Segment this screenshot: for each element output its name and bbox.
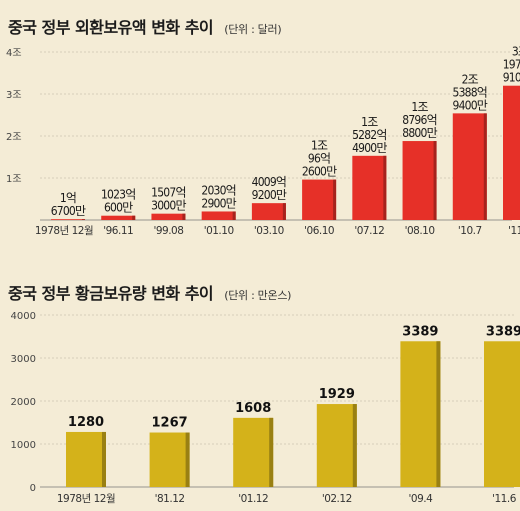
forex-category-label: '07.12 [354, 225, 384, 237]
gold-bar-shade [102, 431, 106, 487]
gold-category-label: '02.12 [322, 493, 352, 505]
forex-bar [452, 113, 487, 220]
gold-data-label: 1267 [152, 416, 188, 431]
forex-y-tick-label: 2조 [6, 132, 22, 143]
gold-y-tick-label: 4000 [11, 311, 36, 322]
gold-data-label: 3389 [402, 324, 438, 339]
forex-data-label: 2600만 [302, 165, 337, 179]
gold-bar-shade [436, 341, 441, 487]
forex-title-row: 중국 정부 외환보유액 변화 추이 (단위 : 달러) [8, 14, 282, 38]
forex-reserve-panel: 중국 정부 외환보유액 변화 추이 (단위 : 달러) 1조 2조 3조 4조 1억 67… [0, 0, 520, 255]
forex-data-label: 1조 [311, 139, 328, 153]
gold-bar [400, 341, 441, 487]
gold-data-label: 3389 [486, 324, 520, 339]
gold-category-label: '09.4 [409, 493, 434, 505]
forex-data-label: 1억 [60, 191, 76, 205]
forex-bar-shade [82, 219, 85, 220]
forex-bar-shade [433, 141, 437, 220]
forex-data-label: 600만 [104, 201, 133, 215]
gold-y-tick-label: 0 [30, 483, 36, 494]
forex-data-label: 9200만 [252, 188, 287, 202]
forex-data-label: 8800만 [402, 126, 437, 140]
forex-bar [201, 211, 236, 220]
forex-data-label: 4009억 [252, 175, 287, 189]
gold-y-tick-label: 3000 [11, 354, 36, 365]
forex-chart-title: 중국 정부 외환보유액 변화 추이 [8, 18, 214, 37]
gold-y-tick-label: 2000 [11, 397, 36, 408]
gold-data-label: 1929 [319, 387, 355, 402]
forex-y-tick-label: 3조 [6, 90, 22, 101]
gold-category-label: 1978년 12월 [57, 493, 115, 505]
forex-data-label: 5282억 [352, 128, 387, 142]
forex-bar-shade [232, 211, 236, 220]
forex-bar [51, 219, 85, 220]
forex-data-label: 1507억 [151, 186, 186, 200]
gold-bar [316, 404, 357, 487]
forex-y-tick-label: 4조 [6, 48, 22, 59]
gold-data-label: 1280 [68, 415, 104, 430]
gold-bar [66, 431, 106, 487]
forex-bar-shade [282, 203, 286, 220]
gold-unit-note: (단위 : 만온스) [224, 289, 292, 302]
forex-data-label: 1023억 [101, 188, 136, 202]
forex-bar-shade [383, 155, 387, 220]
forex-data-label: 8796억 [402, 113, 437, 127]
forex-category-label: '08.10 [405, 225, 435, 237]
gold-data-label: 1608 [235, 401, 271, 416]
forex-data-label: 96억 [308, 152, 330, 166]
forex-bar [302, 179, 337, 220]
forex-category-label: '11.6 [508, 225, 520, 237]
forex-unit-note: (단위 : 달러) [224, 23, 282, 36]
forex-category-label: '99.08 [153, 225, 183, 237]
forex-bar [352, 155, 387, 220]
gold-category-label: '01.12 [238, 493, 268, 505]
forex-bar-shade [483, 113, 487, 220]
forex-bar [251, 203, 286, 220]
gold-bar [149, 432, 190, 487]
forex-data-label: 1조 [361, 115, 378, 129]
forex-data-label: 1974억 [503, 58, 520, 72]
gold-bar-shade [352, 404, 357, 487]
forex-category-label: '10.7 [458, 225, 482, 237]
forex-category-label: '01.10 [204, 225, 234, 237]
forex-bar [503, 85, 520, 220]
forex-data-label: 3000만 [151, 199, 186, 213]
forex-bar [101, 215, 136, 220]
forex-data-label: 6700만 [51, 204, 86, 218]
gold-bar [484, 341, 520, 487]
forex-category-label: '96.11 [103, 225, 133, 237]
gold-bar-shade [185, 432, 190, 487]
forex-bar-shade [132, 215, 136, 220]
forex-data-label: 4900만 [352, 141, 387, 155]
gold-reserve-panel: 중국 정부 황금보유량 변화 추이 (단위 : 만온스) 0 1000 2000 30… [0, 268, 520, 511]
forex-data-label: 2900만 [201, 196, 236, 210]
forex-data-label: 9100만 [503, 71, 520, 85]
forex-bar-shade [333, 179, 337, 220]
gold-bar [233, 417, 274, 487]
forex-category-label: 1978년 12월 [35, 225, 93, 237]
gold-chart-title: 중국 정부 황금보유량 변화 추이 [8, 284, 214, 303]
forex-bar [151, 213, 186, 220]
gold-category-label: '11.6 [492, 493, 517, 505]
forex-y-tick-label: 1조 [6, 174, 22, 185]
gold-chart: 0 1000 2000 3000 4000 1280 1978년 12월 1267 '81.12… [11, 311, 520, 505]
gold-bar-shade [269, 417, 274, 487]
forex-data-label: 1조 [411, 100, 428, 114]
forex-bar-shade [182, 213, 186, 220]
forex-data-label: 3조 [512, 45, 520, 59]
forex-category-label: '06.10 [304, 225, 334, 237]
gold-y-tick-label: 1000 [11, 440, 36, 451]
forex-data-label: 2조 [462, 72, 479, 86]
forex-category-label: '03.10 [254, 225, 284, 237]
gold-title-row: 중국 정부 황금보유량 변화 추이 (단위 : 만온스) [8, 280, 291, 304]
forex-bar [402, 141, 437, 220]
forex-data-label: 5388억 [453, 85, 488, 99]
forex-data-label: 2030억 [201, 183, 236, 197]
forex-data-label: 9400만 [453, 98, 488, 112]
gold-category-label: '81.12 [155, 493, 185, 505]
